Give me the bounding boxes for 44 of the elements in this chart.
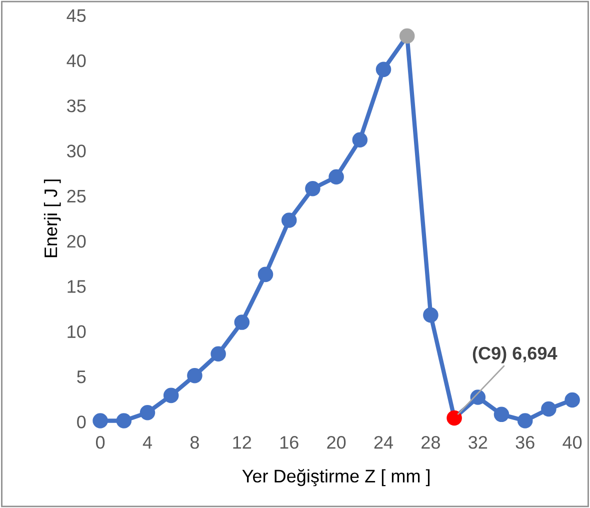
point	[258, 266, 274, 282]
point	[352, 132, 368, 148]
point	[281, 212, 297, 228]
point	[210, 346, 226, 362]
point	[446, 410, 462, 426]
point	[494, 406, 510, 422]
point	[305, 181, 320, 196]
y-tick-label: 30	[67, 144, 86, 158]
x-tick-label: 36	[516, 436, 534, 449]
y-tick-label: 10	[68, 325, 86, 338]
x-tick-label: 20	[327, 436, 346, 449]
x-tick-label: 12	[233, 436, 252, 449]
y-tick-label: 25	[67, 190, 86, 203]
point	[116, 413, 132, 428]
y-axis-title: Enerji [ J ]	[44, 180, 61, 258]
y-tick-label: 45	[66, 9, 86, 22]
x-tick-label: 40	[562, 436, 582, 449]
point	[187, 368, 202, 384]
point	[517, 413, 533, 428]
x-tick-label: 4	[142, 436, 152, 449]
x-tick-label: 32	[468, 436, 488, 449]
x-tick-label: 0	[96, 436, 105, 449]
point	[399, 28, 415, 44]
point	[140, 404, 156, 420]
point	[92, 413, 108, 428]
x-tick-label: 28	[422, 436, 440, 449]
x-tick-label: 16	[280, 436, 298, 449]
y-tick-label: 0	[77, 416, 86, 428]
point	[163, 388, 179, 404]
point	[564, 392, 580, 408]
x-tick-label: 24	[374, 436, 394, 449]
y-tick-label: 35	[67, 99, 86, 112]
point	[234, 314, 250, 330]
point	[376, 62, 392, 78]
x-tick-label: 8	[190, 436, 199, 449]
point	[423, 307, 438, 323]
annotation: (C9) 6,694	[472, 346, 558, 364]
y-tick-label: 15	[68, 280, 86, 293]
point	[541, 401, 556, 417]
x-axis-title: Yer Değiştirme Z [ mm ]	[242, 469, 430, 486]
point	[328, 169, 344, 185]
y-tick-label: 40	[66, 54, 86, 68]
y-tick-label: 5	[77, 370, 86, 384]
y-tick-label: 20	[67, 234, 86, 248]
